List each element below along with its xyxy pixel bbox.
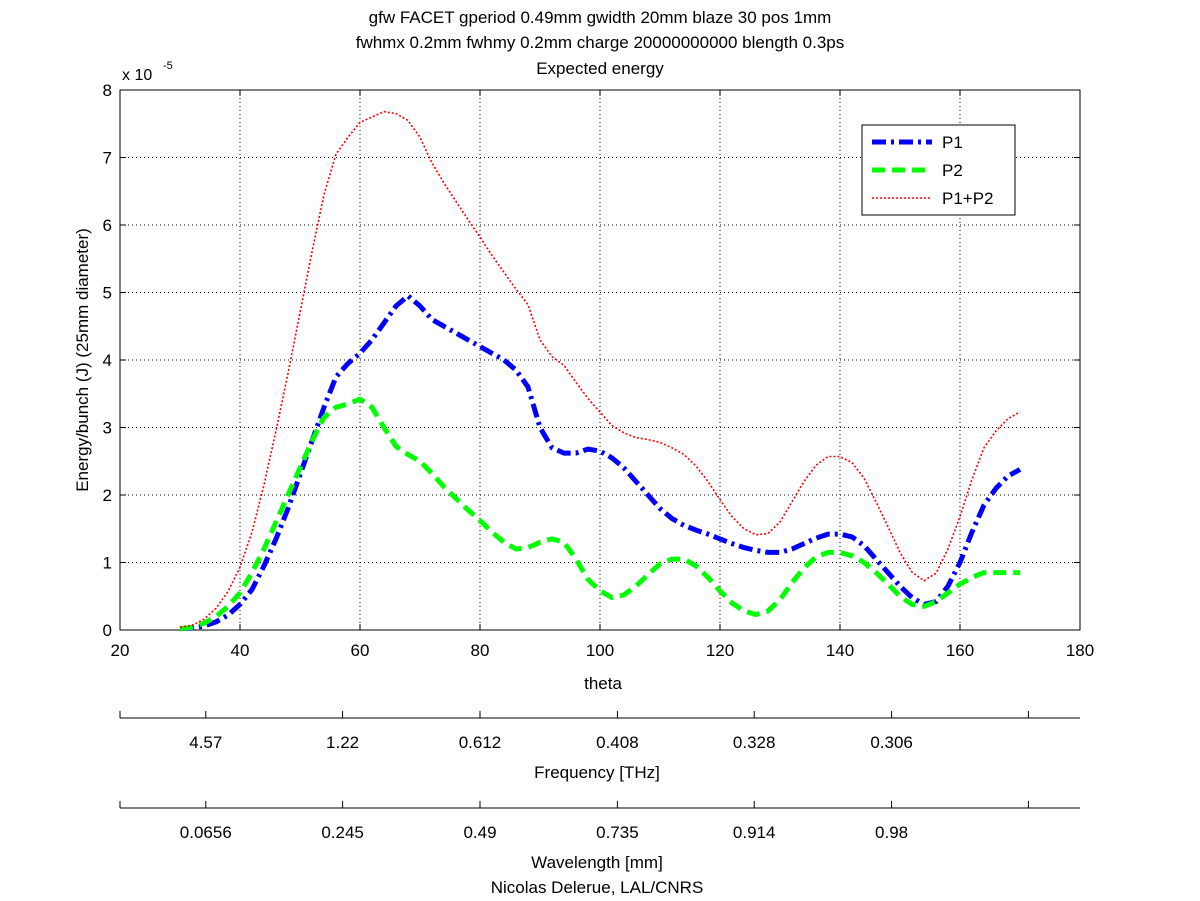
series-lines [179,110,1022,632]
x-tick-label: 80 [471,641,490,660]
chart-title-line-1: gfw FACET gperiod 0.49mm gwidth 20mm bla… [369,8,832,27]
frequency-axis-label: Frequency [THz] [534,763,660,782]
x-axis-label: theta [584,674,622,693]
frequency-tick-label: 0.408 [596,733,639,752]
chart-title-block: gfw FACET gperiod 0.49mm gwidth 20mm bla… [356,8,845,78]
chart-title-line-3: Expected energy [536,59,664,78]
y-tick-label: 5 [103,284,112,303]
secondary-axes: 4.57 1.22 0.612 0.408 0.328 0.306 Frequency [T… [119,711,1080,872]
frequency-tick-label: 0.328 [733,733,776,752]
wavelength-tick-label: 0.245 [321,823,364,842]
y-tick-label: 1 [103,554,112,573]
y-tick-labels: 0 1 2 3 4 5 6 7 8 [103,81,112,640]
wavelength-axis-label: Wavelength [mm] [531,853,663,872]
y-tick-label: 4 [103,351,112,370]
y-tick-label: 7 [103,149,112,168]
series-line-p1 [179,293,1022,632]
legend-box [861,124,1016,216]
plot-axes [119,89,1081,631]
y-tick-label: 2 [103,486,112,505]
plot-frame [119,89,1081,631]
y-exponent-power: -5 [163,60,173,72]
x-tick-label: 20 [111,641,130,660]
x-tick-label: 120 [706,641,734,660]
y-exponent: x 10 -5 [122,60,173,84]
x-tick-label: 180 [1066,641,1094,660]
legend-label-p2: P2 [942,161,963,180]
wavelength-tick-label: 0.735 [596,823,639,842]
y-exponent-label: x 10 [122,67,152,84]
y-tick-label: 0 [103,621,112,640]
y-tick-label: 3 [103,419,112,438]
frequency-tick-label: 1.22 [326,733,359,752]
frequency-tick-label: 0.612 [459,733,502,752]
frequency-tick-label: 0.306 [870,733,913,752]
chart-title-line-2: fwhmx 0.2mm fwhmy 0.2mm charge 200000000… [356,33,845,52]
series-line-p1-p2 [179,110,1021,629]
frequency-tick-label: 4.57 [189,733,222,752]
legend: P1 P2 P1+P2 [861,124,1016,216]
wavelength-tick-label: 0.98 [875,823,908,842]
y-tick-label: 8 [103,81,112,100]
x-tick-labels: 20 40 60 80 100 120 140 160 180 [111,641,1095,660]
x-tick-label: 60 [351,641,370,660]
y-axis-label: Energy/bunch (J) (25mm diameter) [73,228,92,492]
wavelength-tick-label: 0.49 [463,823,496,842]
grid [120,90,1080,630]
wavelength-tick-label: 0.914 [733,823,776,842]
x-tick-label: 40 [231,641,250,660]
x-tick-label: 140 [826,641,854,660]
x-tick-label: 160 [946,641,974,660]
y-tick-label: 6 [103,216,112,235]
series-line-p2 [179,396,1020,632]
legend-label-p1-p2: P1+P2 [942,189,994,208]
footer-credit: Nicolas Delerue, LAL/CNRS [491,878,704,897]
legend-label-p1: P1 [942,133,963,152]
x-tick-label: 100 [586,641,614,660]
wavelength-tick-label: 0.0656 [180,823,232,842]
